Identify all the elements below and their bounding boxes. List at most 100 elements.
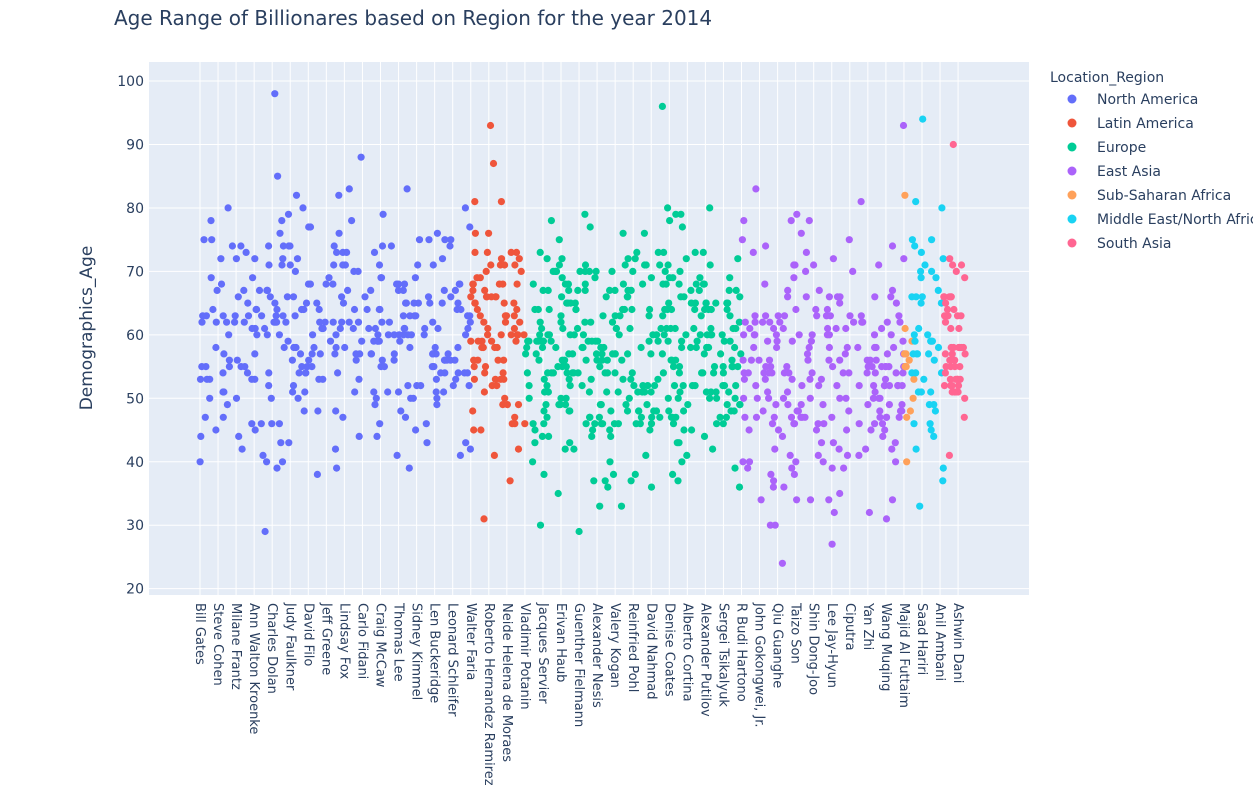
data-point	[296, 350, 305, 358]
data-point	[741, 318, 749, 326]
data-point	[917, 267, 925, 275]
data-point	[543, 255, 551, 263]
data-point	[664, 261, 672, 269]
data-point	[539, 286, 547, 294]
data-point	[596, 363, 604, 371]
data-point	[895, 312, 903, 320]
data-point	[717, 350, 725, 358]
data-point	[373, 432, 381, 440]
data-point	[335, 191, 343, 199]
data-point	[819, 458, 827, 466]
data-point	[855, 451, 863, 459]
data-point	[444, 350, 452, 358]
data-point	[581, 267, 589, 275]
data-point	[467, 337, 475, 345]
data-point	[212, 426, 220, 434]
legend-item-label[interactable]: East Asia	[1097, 164, 1161, 180]
data-point	[434, 324, 442, 333]
data-point	[298, 363, 306, 371]
data-point	[306, 280, 314, 288]
data-point	[365, 324, 373, 333]
data-point	[380, 363, 388, 371]
data-point	[734, 363, 742, 371]
data-point	[875, 261, 883, 269]
data-point	[429, 318, 437, 326]
data-point	[678, 458, 686, 466]
data-point	[573, 324, 582, 333]
legend-title: Location_Region	[1050, 70, 1164, 86]
data-point	[835, 445, 843, 453]
data-point	[251, 426, 259, 434]
data-point	[242, 248, 250, 256]
data-point	[943, 305, 952, 314]
data-point	[589, 426, 597, 434]
data-point	[764, 388, 772, 396]
data-point	[536, 331, 544, 339]
data-point	[842, 324, 850, 333]
data-point	[706, 261, 714, 269]
data-point	[540, 420, 548, 428]
data-point	[735, 318, 744, 326]
legend-item-label[interactable]: Latin America	[1097, 116, 1194, 132]
x-tick-label: Len Buckeridge	[427, 603, 442, 703]
data-point	[790, 470, 799, 478]
data-point	[720, 337, 728, 345]
data-point	[265, 242, 273, 250]
data-point	[888, 496, 897, 504]
data-point	[370, 248, 379, 256]
data-point	[751, 331, 759, 339]
data-point	[253, 331, 261, 339]
data-point	[862, 445, 870, 453]
data-point	[321, 318, 329, 326]
data-point	[507, 331, 515, 339]
legend-item-label[interactable]: South Asia	[1097, 236, 1171, 252]
data-point	[719, 420, 727, 428]
data-point	[660, 248, 668, 256]
data-point	[942, 299, 950, 307]
x-tick-label: Judy Faulkner	[282, 602, 297, 691]
data-point	[905, 356, 913, 364]
data-point	[471, 299, 479, 307]
data-point	[948, 350, 956, 358]
data-point	[805, 217, 813, 225]
chart-title: Age Range of Billionares based on Region…	[114, 6, 712, 30]
data-point	[484, 331, 492, 339]
data-point	[539, 337, 548, 345]
legend-item-label[interactable]: Middle East/North Africa	[1097, 212, 1253, 228]
data-point	[648, 413, 656, 421]
data-point	[379, 210, 387, 218]
data-point	[384, 331, 392, 339]
data-point	[740, 331, 748, 339]
data-point	[571, 299, 579, 307]
data-point	[344, 286, 352, 294]
data-point	[892, 458, 900, 466]
legend-item-label[interactable]: Sub-Saharan Africa	[1097, 188, 1231, 204]
legend-item-label[interactable]: North America	[1097, 92, 1198, 108]
data-point	[581, 210, 589, 218]
data-point	[657, 324, 665, 333]
data-point	[759, 318, 767, 326]
x-tick-label: Walter Faria	[463, 603, 478, 680]
data-point	[643, 401, 651, 409]
data-point	[617, 502, 626, 510]
data-point	[437, 369, 445, 377]
data-point	[271, 90, 279, 98]
data-point	[836, 299, 844, 307]
data-point	[660, 331, 668, 339]
data-point	[602, 293, 610, 301]
data-point	[279, 242, 287, 250]
data-point	[669, 274, 677, 282]
data-point	[690, 324, 698, 333]
data-point	[857, 198, 865, 206]
data-point	[538, 343, 547, 352]
data-point	[500, 299, 508, 307]
data-point	[485, 229, 493, 237]
legend-item-label[interactable]: Europe	[1097, 140, 1146, 156]
data-point	[631, 255, 639, 263]
x-tick-label: Neide Helena de Moraes	[499, 603, 514, 762]
legend-marker	[1067, 238, 1077, 248]
data-point	[478, 337, 486, 345]
data-point	[927, 388, 935, 396]
data-point	[677, 293, 685, 301]
data-point	[808, 369, 816, 377]
